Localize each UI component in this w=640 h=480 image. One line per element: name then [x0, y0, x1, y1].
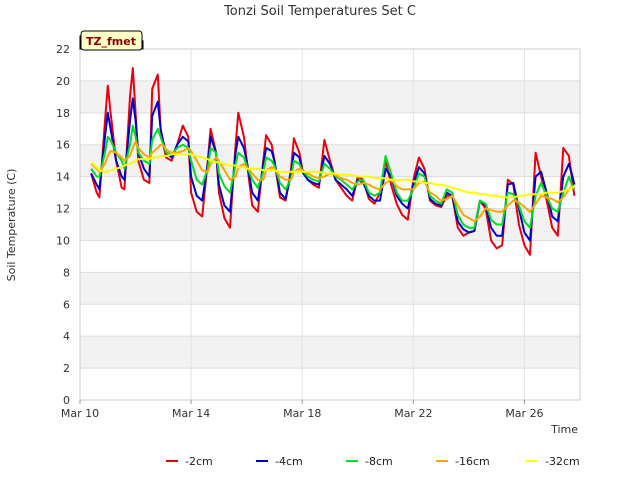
y-tick-label: 14	[56, 171, 70, 184]
background-bands	[80, 80, 580, 369]
legend-label: -32cm	[545, 455, 580, 468]
y-axis-ticks: 0 2 4 6 8 10 12 14 16 18 20 22	[56, 43, 70, 407]
y-tick-label: 8	[63, 266, 70, 279]
site-tag-frame	[80, 30, 143, 51]
y-tick-label: 6	[63, 298, 70, 311]
plot-area	[79, 48, 581, 401]
series-lines	[90, 67, 576, 256]
series-line-4cm	[90, 97, 576, 242]
x-axis-title: Time	[550, 423, 578, 436]
x-tick-label: Mar 22	[394, 407, 432, 420]
y-tick-label: 4	[63, 330, 70, 343]
y-tick-label: 12	[56, 203, 70, 216]
chart-title: Tonzi Soil Temperatures Set C	[223, 4, 416, 19]
y-tick-label: 0	[63, 394, 70, 407]
series-line-8cm	[90, 124, 576, 229]
legend-label: -4cm	[275, 455, 303, 468]
y-tick-label: 16	[56, 139, 70, 152]
x-tick-label: Mar 14	[172, 407, 210, 420]
legend-label: -2cm	[185, 455, 213, 468]
legend: -2cm -4cm -8cm -16cm -32cm	[166, 455, 580, 468]
x-tick-label: Mar 10	[61, 407, 99, 420]
background-band	[80, 272, 580, 305]
y-tick-label: 22	[56, 43, 70, 56]
site-tag: TZ_fmet	[79, 30, 144, 51]
y-tick-label: 2	[63, 362, 70, 375]
series-line-32cm	[90, 153, 575, 199]
site-tag-label: TZ_fmet	[86, 35, 136, 48]
y-tick-label: 18	[56, 107, 70, 120]
x-tick-label: Mar 18	[283, 407, 321, 420]
background-band	[80, 336, 580, 369]
y-tick-label: 20	[56, 75, 70, 88]
y-tick-label: 10	[56, 234, 70, 247]
legend-label: -16cm	[455, 455, 490, 468]
legend-label: -8cm	[365, 455, 393, 468]
x-tick-label: Mar 26	[505, 407, 543, 420]
x-axis-ticks: Mar 10 Mar 14 Mar 18 Mar 22 Mar 26	[61, 400, 544, 420]
background-band	[80, 80, 580, 113]
series-line-16cm	[90, 140, 575, 223]
y-axis-title: Soil Temperature (C)	[5, 169, 18, 282]
